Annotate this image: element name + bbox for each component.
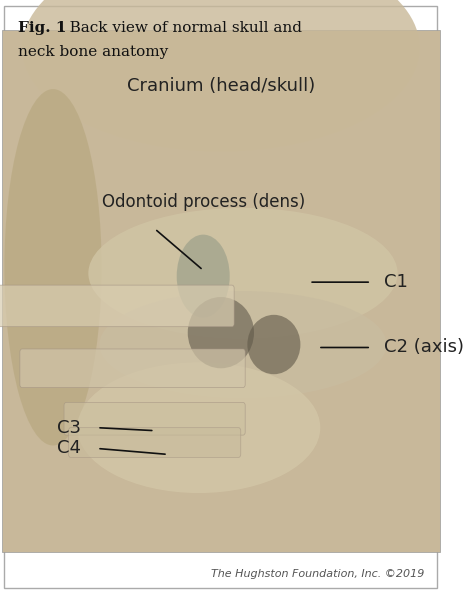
FancyBboxPatch shape: [20, 349, 245, 388]
Ellipse shape: [177, 235, 230, 318]
Text: C2 (axis): C2 (axis): [384, 339, 465, 356]
Text: . Back view of normal skull and: . Back view of normal skull and: [60, 21, 301, 35]
FancyBboxPatch shape: [0, 285, 234, 327]
Ellipse shape: [88, 208, 398, 339]
Text: neck bone anatomy: neck bone anatomy: [18, 45, 168, 59]
Ellipse shape: [4, 89, 101, 446]
Text: Cranium (head/skull): Cranium (head/skull): [127, 77, 315, 95]
FancyBboxPatch shape: [68, 428, 241, 457]
FancyBboxPatch shape: [4, 6, 438, 588]
FancyBboxPatch shape: [64, 403, 245, 435]
Text: The Hughston Foundation, Inc. ©2019: The Hughston Foundation, Inc. ©2019: [211, 569, 425, 579]
Text: Fig. 1: Fig. 1: [18, 21, 66, 35]
Text: C4: C4: [57, 440, 82, 457]
FancyBboxPatch shape: [2, 30, 439, 552]
Ellipse shape: [247, 315, 301, 374]
Text: C1: C1: [384, 273, 408, 291]
Ellipse shape: [77, 362, 320, 493]
Ellipse shape: [100, 291, 386, 398]
Ellipse shape: [188, 297, 254, 368]
Ellipse shape: [22, 0, 419, 151]
Text: Odontoid process (dens): Odontoid process (dens): [101, 193, 305, 211]
Text: C3: C3: [57, 419, 82, 437]
